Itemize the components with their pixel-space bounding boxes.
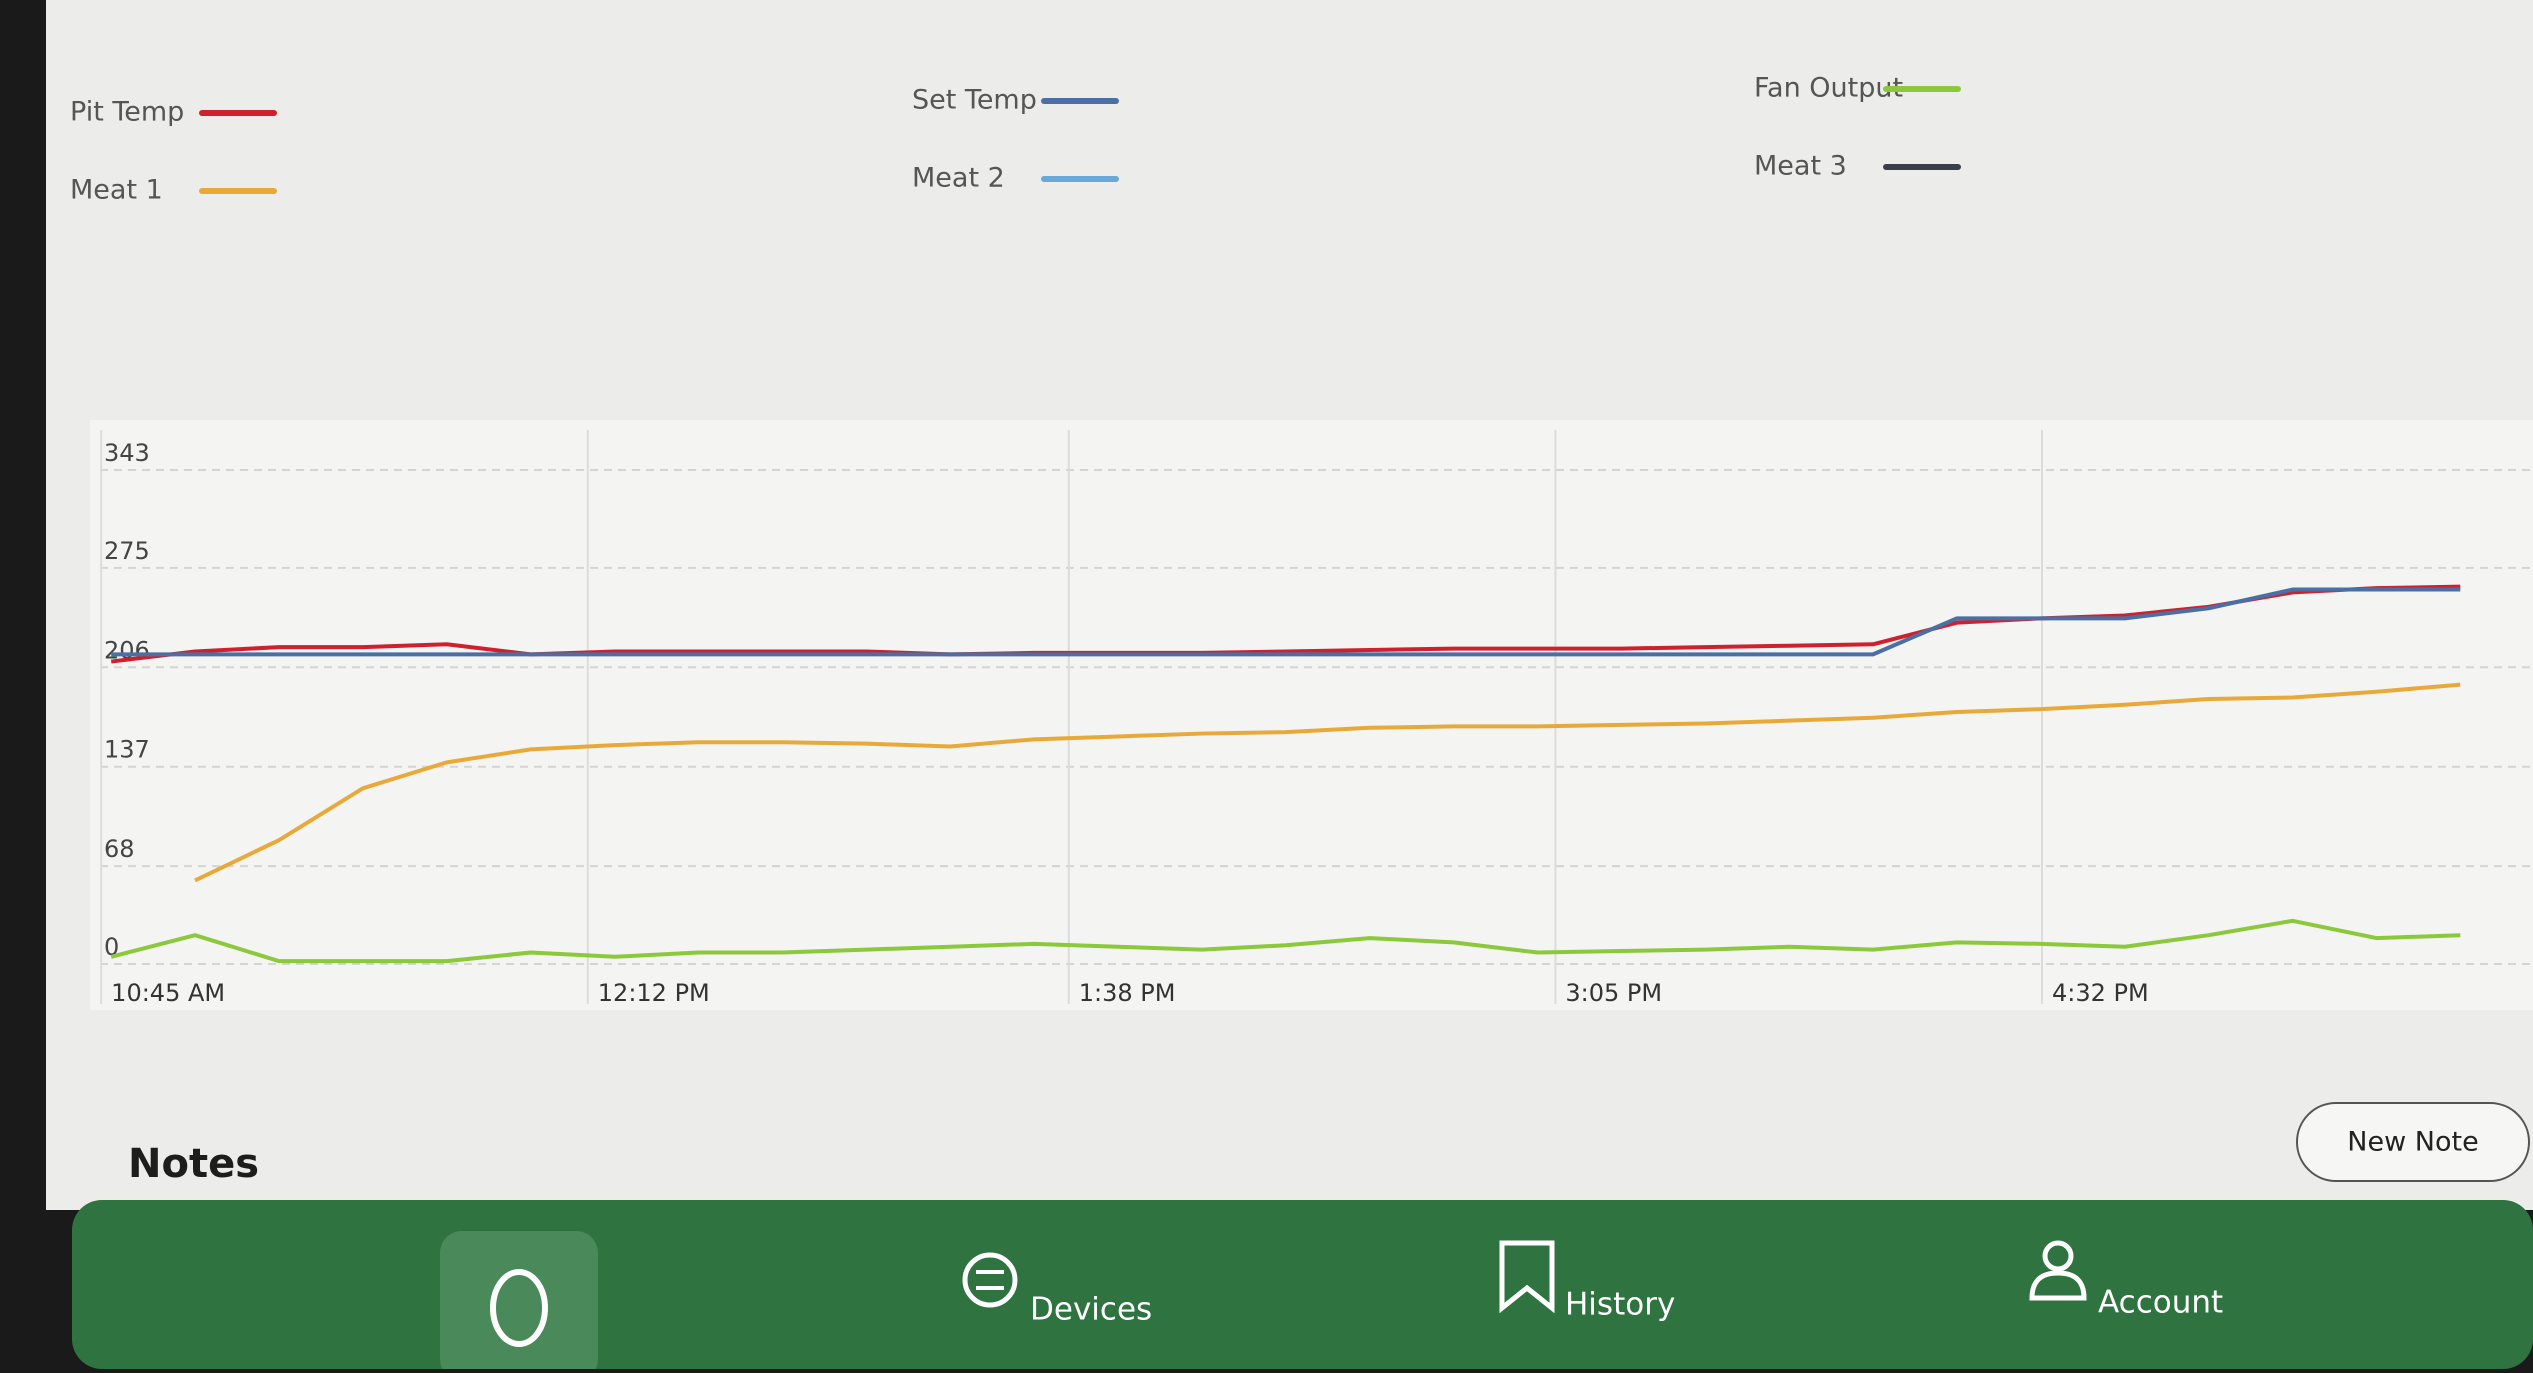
x-tick-label: 3:05 PM [1565, 979, 1662, 1007]
home-tab[interactable] [440, 1231, 598, 1373]
new-note-bg[interactable] [2296, 1102, 2530, 1182]
legend-label: Meat 1 [70, 175, 163, 206]
series-line [111, 587, 2461, 657]
x-tick-label: 4:32 PM [2052, 979, 2149, 1007]
nav-bar [72, 1200, 2533, 1369]
new-note-button[interactable]: New Note [2296, 1102, 2530, 1182]
account-tab[interactable]: Account [2029, 1240, 2223, 1321]
history-icon[interactable] [1499, 1240, 1555, 1314]
y-tick-label: 343 [104, 439, 150, 467]
history-tab[interactable]: History [1499, 1240, 1675, 1323]
legend-label: Meat 3 [1754, 151, 1847, 182]
legend-label: Meat 2 [912, 163, 1005, 194]
nav-label[interactable]: Devices [1030, 1292, 1152, 1328]
new-note-label[interactable]: New Note [2347, 1127, 2478, 1158]
account-icon[interactable] [2042, 1240, 2074, 1272]
series-line [110, 918, 2461, 964]
nav-label[interactable]: History [1565, 1287, 1675, 1323]
notes-title: Notes [128, 1141, 259, 1187]
legend-label: Fan Output [1754, 73, 1903, 104]
y-tick-label: 137 [104, 736, 150, 764]
nav-label[interactable]: Account [2098, 1285, 2223, 1321]
y-tick-label: 68 [104, 835, 135, 863]
x-tick-label: 10:45 AM [111, 979, 225, 1007]
account-icon-body[interactable] [2029, 1270, 2087, 1301]
y-tick-label: 275 [104, 537, 150, 565]
series-line [194, 682, 2461, 883]
x-tick-label: 12:12 PM [598, 979, 710, 1007]
devices-icon[interactable] [962, 1252, 1018, 1308]
home-icon[interactable] [490, 1269, 548, 1347]
plot-area [90, 420, 2533, 1010]
devices-tab[interactable]: Devices [962, 1252, 1152, 1328]
home-tab-bg[interactable] [440, 1231, 598, 1373]
legend-label: Set Temp [912, 85, 1037, 116]
legend-label: Pit Temp [70, 97, 184, 128]
x-tick-label: 1:38 PM [1079, 979, 1176, 1007]
